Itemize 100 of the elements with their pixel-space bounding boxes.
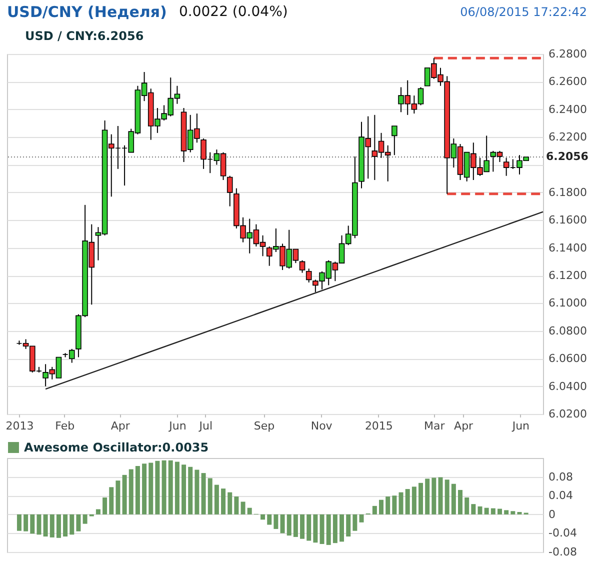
bar bbox=[76, 514, 81, 532]
bar bbox=[260, 514, 266, 520]
bar bbox=[116, 480, 120, 514]
bar bbox=[490, 508, 496, 514]
y-tick-label: 6.0200 bbox=[548, 408, 587, 420]
bar bbox=[300, 514, 305, 539]
y-tick-label: 6.0400 bbox=[548, 380, 587, 393]
bar bbox=[30, 514, 35, 534]
bar bbox=[201, 473, 206, 514]
bar bbox=[96, 509, 100, 514]
text: USD / CNY:6.2056 bbox=[25, 29, 144, 43]
bar bbox=[70, 514, 74, 535]
bar bbox=[444, 480, 450, 514]
bar bbox=[135, 466, 140, 514]
y-tick-label: 6.1000 bbox=[548, 296, 587, 310]
legend-label: Awesome Oscillator:0.0035 bbox=[24, 440, 209, 454]
bar bbox=[234, 496, 239, 514]
bar bbox=[102, 497, 108, 514]
x-tick-label: Jun bbox=[168, 420, 186, 432]
bar bbox=[286, 514, 292, 536]
candlestick bbox=[392, 126, 398, 156]
y-tick-label: 6.1200 bbox=[548, 269, 587, 282]
bar bbox=[398, 492, 404, 514]
bar bbox=[451, 484, 456, 514]
bar bbox=[148, 462, 154, 514]
x-tick-label: Jun bbox=[511, 420, 530, 432]
x-tick-label: 2013 bbox=[6, 420, 34, 432]
candlestick bbox=[299, 260, 306, 274]
bar bbox=[340, 514, 344, 542]
bar bbox=[240, 502, 246, 514]
bar bbox=[182, 464, 186, 514]
bar bbox=[122, 474, 127, 514]
bar bbox=[478, 506, 482, 514]
bar bbox=[109, 487, 114, 514]
y-tick-label: 0 bbox=[548, 508, 556, 521]
x-tick-label: Feb bbox=[55, 420, 75, 432]
y-tick-label: 6.1600 bbox=[548, 214, 587, 227]
bar bbox=[432, 478, 436, 514]
chart-title: USD/CNY (Неделя) bbox=[7, 3, 167, 21]
bar bbox=[43, 514, 48, 536]
bar bbox=[168, 460, 173, 514]
bar bbox=[188, 466, 193, 514]
bar bbox=[392, 496, 397, 514]
bar bbox=[313, 514, 318, 543]
bar bbox=[412, 486, 416, 514]
bar bbox=[359, 514, 364, 522]
bar bbox=[484, 508, 489, 514]
bar bbox=[306, 514, 312, 541]
bar bbox=[247, 508, 252, 514]
bar bbox=[36, 514, 42, 535]
bar bbox=[326, 514, 331, 545]
y-tick-label: 0.08 bbox=[548, 470, 573, 484]
bar bbox=[221, 488, 226, 514]
x-tick-label: Jul bbox=[198, 420, 213, 432]
bar bbox=[293, 514, 298, 537]
bar bbox=[471, 504, 476, 514]
bar bbox=[438, 477, 443, 514]
x-tick-label: Sep bbox=[254, 420, 275, 432]
x-tick-label: 2015 bbox=[364, 420, 393, 432]
bar bbox=[63, 514, 68, 536]
bar bbox=[228, 492, 232, 514]
candlestick bbox=[226, 175, 233, 207]
y-tick-label: 6.0600 bbox=[548, 352, 587, 366]
bar bbox=[504, 510, 509, 514]
bar bbox=[82, 514, 88, 524]
bar bbox=[458, 490, 462, 514]
candlestick bbox=[306, 268, 312, 283]
bar bbox=[274, 514, 278, 529]
bar bbox=[174, 462, 180, 514]
bar bbox=[16, 514, 22, 531]
chart-subtitle: 0.0022 (0.04%) bbox=[179, 4, 288, 20]
bar bbox=[208, 478, 212, 514]
bar bbox=[497, 508, 502, 514]
text: 06/08/2015 17:22:42 bbox=[460, 5, 587, 19]
bar bbox=[280, 514, 285, 534]
bar bbox=[128, 469, 134, 514]
bar bbox=[405, 489, 410, 514]
bar bbox=[162, 460, 166, 514]
bar bbox=[372, 506, 377, 514]
bar bbox=[214, 484, 219, 514]
bar bbox=[346, 514, 351, 536]
x-tick-label: Apr bbox=[454, 420, 474, 432]
bar bbox=[24, 514, 28, 532]
y-tick-label: 6.2400 bbox=[548, 102, 587, 116]
bar bbox=[379, 500, 384, 514]
y-tick-label: 6.2800 bbox=[548, 48, 587, 60]
y-tick-label: -0.04 bbox=[548, 526, 577, 540]
y-tick-label: 6.2200 bbox=[548, 130, 587, 144]
y-tick-label: -0.08 bbox=[548, 546, 577, 558]
bar bbox=[352, 514, 358, 531]
bar bbox=[332, 514, 338, 544]
bar bbox=[142, 464, 147, 514]
bar bbox=[510, 511, 516, 514]
bar bbox=[56, 514, 61, 538]
bar bbox=[386, 496, 390, 514]
bar bbox=[267, 514, 272, 525]
bar bbox=[155, 460, 160, 514]
y-tick-label: 6.0800 bbox=[548, 324, 587, 338]
bar bbox=[425, 478, 430, 514]
x-tick-label: Nov bbox=[310, 420, 333, 432]
